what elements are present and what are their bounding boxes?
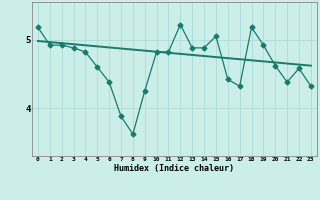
X-axis label: Humidex (Indice chaleur): Humidex (Indice chaleur)	[115, 164, 234, 173]
